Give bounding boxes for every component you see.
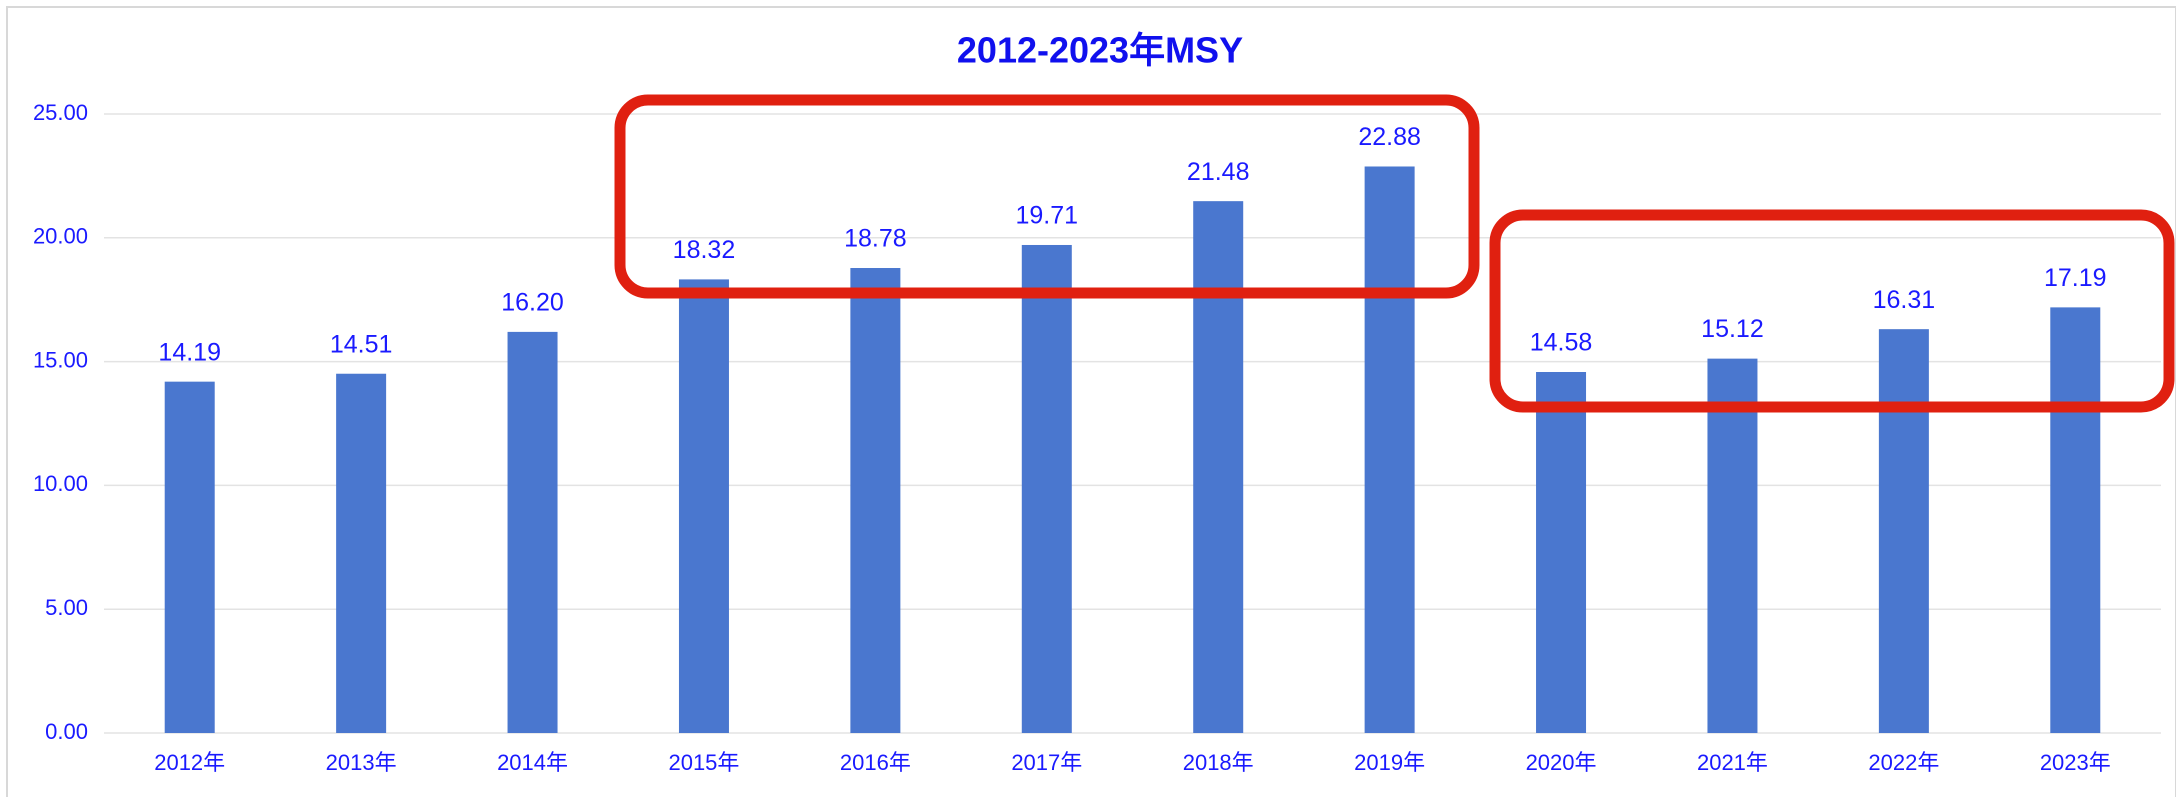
- bar: [678, 279, 729, 733]
- bar: [1536, 371, 1587, 733]
- highlight-box: [614, 94, 1480, 299]
- y-tick-label: 5.00: [45, 595, 88, 620]
- bar: [1707, 358, 1758, 733]
- x-tick-label: 2020年: [1526, 750, 1597, 775]
- data-label: 18.78: [844, 225, 907, 253]
- x-tick-label: 2012年: [154, 750, 225, 775]
- x-tick-label: 2021年: [1697, 750, 1768, 775]
- x-tick-label: 2013年: [326, 750, 397, 775]
- data-label: 18.32: [673, 236, 736, 264]
- chart-title: 2012-2023年MSY: [957, 30, 1243, 71]
- bar: [336, 373, 387, 733]
- data-label: 15.12: [1701, 315, 1764, 343]
- bar: [1878, 329, 1929, 733]
- data-label: 16.20: [501, 288, 564, 316]
- data-label: 17.19: [2044, 264, 2107, 292]
- data-label: 22.88: [1358, 123, 1421, 151]
- x-tick-label: 2014年: [497, 750, 568, 775]
- bar: [850, 268, 901, 733]
- bar: [1021, 244, 1072, 733]
- x-tick-label: 2023年: [2040, 750, 2111, 775]
- data-label: 14.51: [330, 330, 393, 358]
- bar: [1193, 201, 1244, 733]
- bar: [507, 331, 558, 733]
- y-tick-label: 25.00: [33, 100, 88, 125]
- x-tick-label: 2019年: [1354, 750, 1425, 775]
- data-label: 14.58: [1530, 329, 1593, 357]
- y-tick-label: 0.00: [45, 719, 88, 744]
- bar: [164, 381, 215, 733]
- x-tick-label: 2022年: [1868, 750, 1939, 775]
- x-tick-label: 2017年: [1011, 750, 1082, 775]
- highlight-box: [1489, 209, 2175, 413]
- x-tick-label: 2018年: [1183, 750, 1254, 775]
- bar: [2050, 307, 2101, 733]
- data-label: 21.48: [1187, 158, 1250, 186]
- bar: [1364, 166, 1415, 733]
- x-tick-label: 2015年: [668, 750, 739, 775]
- y-tick-label: 10.00: [33, 471, 88, 496]
- data-label: 14.19: [158, 338, 221, 366]
- x-tick-label: 2016年: [840, 750, 911, 775]
- data-label: 19.71: [1016, 202, 1079, 230]
- y-tick-label: 15.00: [33, 347, 88, 372]
- data-label: 16.31: [1873, 286, 1936, 314]
- y-tick-label: 20.00: [33, 224, 88, 249]
